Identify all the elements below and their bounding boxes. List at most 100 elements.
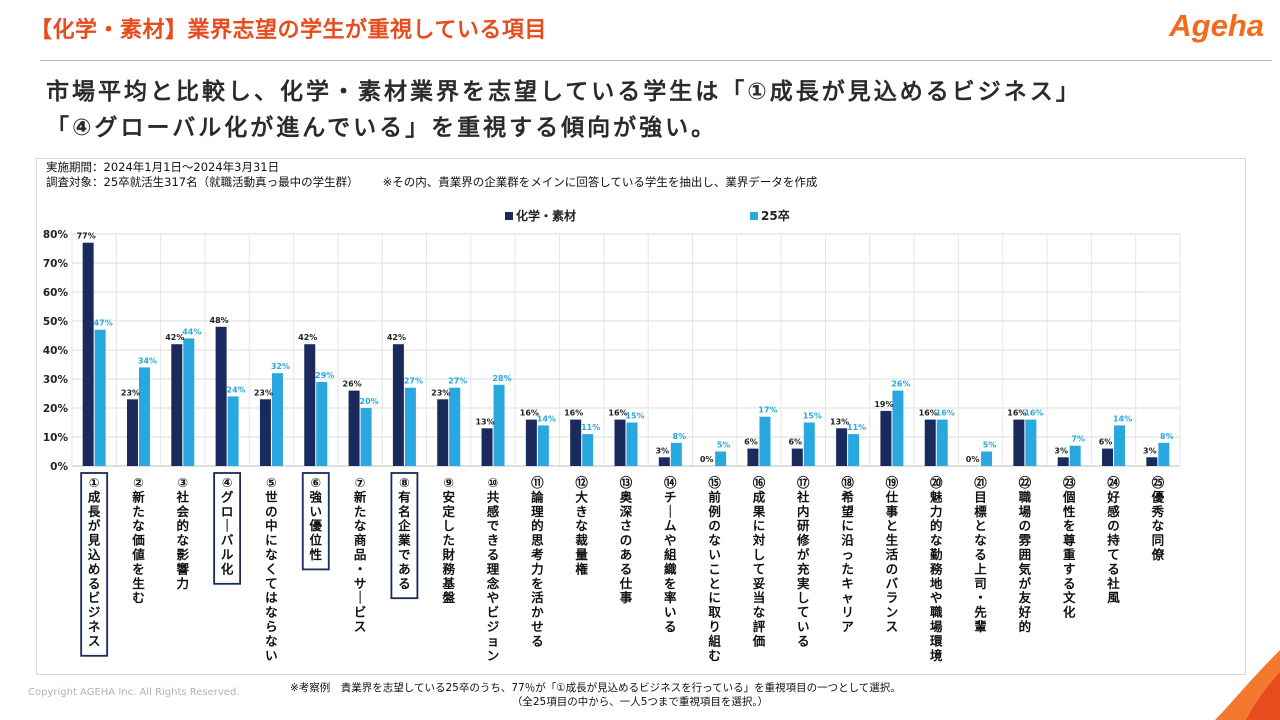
x-tick-label: ⑥ 強い優位性 <box>309 475 323 562</box>
bar-chemical <box>570 419 582 466</box>
data-label-chemical: 16% <box>1007 409 1026 418</box>
data-label-25sotsu: 34% <box>138 356 157 365</box>
page-title: 【化学・素材】業界志望の学生が重視している項目 <box>30 18 547 43</box>
data-label-25sotsu: 15% <box>803 412 822 421</box>
copyright: Copyright AGEHA Inc. All Rights Reserved… <box>28 687 240 698</box>
data-label-25sotsu: 17% <box>758 406 777 415</box>
data-label-chemical: 26% <box>343 380 362 389</box>
x-tick-label: ③ 社会的な影響力 <box>176 475 190 591</box>
data-label-chemical: 13% <box>830 417 849 426</box>
x-tick-label: ⑧ 有名企業である <box>397 475 411 591</box>
x-tick-label: ⑨ 安定した財務基盤 <box>441 475 455 605</box>
bar-25sotsu <box>626 422 638 466</box>
data-label-25sotsu: 27% <box>448 377 467 386</box>
y-tick-label: 50% <box>43 316 69 328</box>
data-label-25sotsu: 14% <box>1113 414 1132 423</box>
bar-chemical <box>1013 419 1025 466</box>
data-label-25sotsu: 5% <box>983 441 997 450</box>
corner-swoosh-decoration <box>1215 650 1280 720</box>
data-label-chemical: 3% <box>1143 446 1157 455</box>
legend-swatch-chemical <box>505 212 513 220</box>
data-label-chemical: 0% <box>966 455 980 464</box>
data-label-25sotsu: 14% <box>537 414 556 423</box>
data-label-25sotsu: 8% <box>1160 432 1174 441</box>
data-label-25sotsu: 32% <box>271 362 290 371</box>
data-label-chemical: 42% <box>387 333 406 342</box>
bar-chemical <box>658 457 670 466</box>
y-tick-label: 0% <box>50 461 68 473</box>
survey-target: 調査対象：25卒就活生317名（就職活動真っ最中の学生群） <box>46 175 359 189</box>
data-label-chemical: 13% <box>475 417 494 426</box>
bar-25sotsu <box>1114 425 1126 466</box>
bar-chemical <box>348 390 360 466</box>
data-label-25sotsu: 16% <box>936 409 955 418</box>
bars-layer <box>82 242 1170 466</box>
bar-25sotsu <box>449 387 461 466</box>
x-tick-label: ⑫ 大きな裁量権 <box>575 475 588 576</box>
bar-chemical <box>791 448 803 466</box>
survey-period: 実施期間：2024年1月1日～2024年3月31日 <box>46 160 280 174</box>
footer-note: ※考察例 貴業界を志望している25卒のうち、77％が「①成長が見込めるビジネスを… <box>290 681 990 709</box>
bar-25sotsu <box>936 419 948 466</box>
data-label-chemical: 23% <box>121 388 140 397</box>
data-label-chemical: 23% <box>431 388 450 397</box>
x-tick-label: ⑬ 奥深さのある仕事 <box>619 475 633 605</box>
header-divider <box>40 60 1272 61</box>
bar-25sotsu <box>271 373 283 466</box>
bar-25sotsu <box>981 451 993 466</box>
y-tick-label: 20% <box>43 403 69 415</box>
x-tick-label: ⑯ 成果に対して妥当な評価 <box>752 475 766 648</box>
bar-chemical <box>525 419 537 466</box>
data-label-chemical: 19% <box>874 400 893 409</box>
x-tick-label: ⑳ 魅力的な勤務地や職場環境 <box>930 475 943 663</box>
data-label-25sotsu: 11% <box>847 423 866 432</box>
data-label-25sotsu: 11% <box>581 423 600 432</box>
bar-chemical <box>747 448 759 466</box>
legend-swatch-25sotsu <box>750 212 758 220</box>
bar-25sotsu <box>183 338 195 466</box>
legend-label-chemical: 化学・素材 <box>516 208 576 223</box>
headline-line-2: 「④グローバル化が進んでいる」を重視する傾向が強い。 <box>46 115 718 141</box>
x-tick-label: ⑪ 論理的思考力を活かせる <box>531 475 544 648</box>
bar-25sotsu <box>892 390 904 466</box>
data-label-25sotsu: 15% <box>625 412 644 421</box>
bar-chemical <box>126 399 138 466</box>
bar-chemical <box>481 428 493 466</box>
data-label-chemical: 0% <box>700 455 714 464</box>
bar-chemical <box>304 344 316 466</box>
bar-chemical <box>1146 457 1158 466</box>
x-tick-label: ⑮ 前例のないことに取り組む <box>708 475 721 663</box>
data-label-chemical: 48% <box>210 316 229 325</box>
bar-25sotsu <box>759 416 771 466</box>
bar-chemical <box>215 326 227 466</box>
data-label-chemical: 16% <box>608 409 627 418</box>
bar-25sotsu <box>493 384 505 466</box>
highlight-box <box>213 472 242 585</box>
highlight-box <box>80 472 109 657</box>
bar-chemical <box>1102 448 1114 466</box>
y-tick-label: 30% <box>43 374 69 386</box>
bar-25sotsu <box>94 329 106 466</box>
data-label-25sotsu: 7% <box>1071 435 1085 444</box>
x-tick-label: ② 新たな価値を生む <box>131 475 145 605</box>
bar-chemical <box>614 419 626 466</box>
data-label-25sotsu: 26% <box>891 380 910 389</box>
highlight-box <box>301 472 330 571</box>
bar-25sotsu <box>715 451 727 466</box>
data-label-chemical: 16% <box>564 409 583 418</box>
bar-25sotsu <box>537 425 549 466</box>
bar-chemical <box>1057 457 1069 466</box>
data-label-25sotsu: 24% <box>227 385 246 394</box>
data-label-chemical: 6% <box>1099 438 1113 447</box>
headline: 市場平均と比較し、化学・素材業界を志望している学生は「①成長が見込めるビジネス」… <box>46 74 1082 146</box>
legend-label-25sotsu: 25卒 <box>761 208 790 223</box>
data-label-chemical: 16% <box>520 409 539 418</box>
data-label-chemical: 77% <box>77 232 96 241</box>
bar-25sotsu <box>138 367 150 466</box>
x-tick-label: ⑦ 新たな商品・サ｜ビス <box>354 475 367 634</box>
